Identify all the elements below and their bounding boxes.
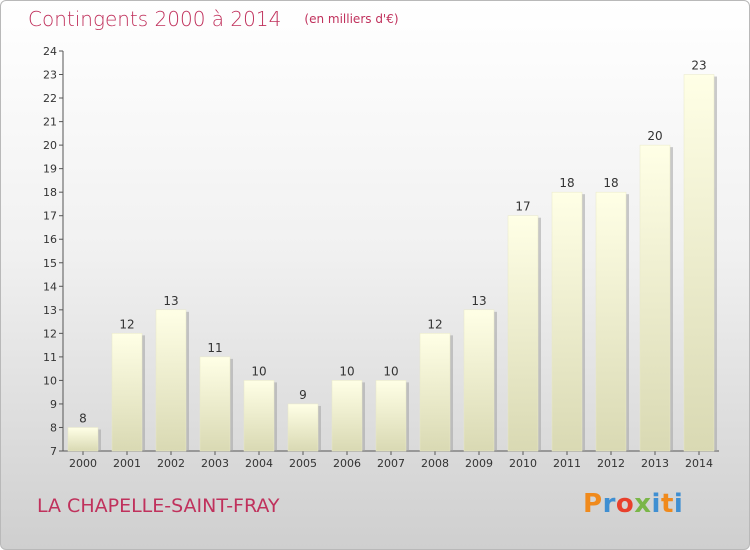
value-label: 17 [515,200,530,214]
y-tick-label: 15 [43,257,57,270]
x-tick-label: 2001 [113,457,141,470]
value-label: 13 [163,294,178,308]
y-tick-label: 24 [43,45,57,58]
value-label: 12 [427,317,442,331]
y-tick-label: 7 [50,445,57,458]
bar-2002 [155,309,187,452]
logo-letter: i [673,489,684,519]
x-tick-label: 2014 [685,457,713,470]
y-tick-label: 22 [43,92,57,105]
bar-2001 [111,333,143,452]
x-tick-label: 2011 [553,457,581,470]
x-tick-label: 2009 [465,457,493,470]
bar-2011 [551,191,583,452]
y-tick-label: 16 [43,233,57,246]
logo-letter: x [634,489,652,519]
y-tick-label: 8 [50,421,57,434]
y-tick-label: 13 [43,304,57,317]
y-tick-label: 11 [43,351,57,364]
bar-2005 [287,403,319,452]
commune-name: LA CHAPELLE-SAINT-FRAY [37,495,280,517]
value-label: 18 [559,176,574,190]
title-block: Contingents 2000 à 2014 (en milliers d'€… [28,7,399,31]
value-label: 12 [119,317,134,331]
value-label: 10 [251,364,266,378]
x-tick-label: 2008 [421,457,449,470]
x-tick-label: 2000 [69,457,97,470]
y-tick-label: 10 [43,374,57,387]
bar-2004 [243,380,275,452]
bar-2009 [463,309,495,452]
value-label: 10 [383,364,398,378]
x-tick-label: 2007 [377,457,405,470]
bar-2012 [595,191,627,452]
bar-2008 [419,333,451,452]
y-tick-label: 17 [43,210,57,223]
x-tick-label: 2003 [201,457,229,470]
y-tick-label: 20 [43,139,57,152]
bar-2003 [199,356,231,452]
value-label: 9 [299,388,307,402]
value-label: 20 [647,129,662,143]
y-tick-label: 19 [43,163,57,176]
value-label: 13 [471,294,486,308]
y-tick-label: 21 [43,116,57,129]
x-tick-label: 2004 [245,457,273,470]
bars: 8 12 13 11 10 9 10 10 12 13 17 18 18 20 23 [67,59,717,452]
bar-2013 [639,144,671,452]
logo-letter: r [602,489,616,519]
y-tick-label: 14 [43,280,57,293]
chart-title: Contingents 2000 à 2014 [28,7,282,31]
bar-2014 [683,74,715,452]
bar-2000 [67,427,99,452]
y-tick-label: 12 [43,327,57,340]
proxiti-logo[interactable]: Proxiti [583,489,683,519]
value-label: 23 [691,59,706,73]
value-label: 10 [339,364,354,378]
x-tick-label: 2006 [333,457,361,470]
bar-2006 [331,380,363,452]
x-tick-label: 2010 [509,457,537,470]
y-tick-label: 23 [43,69,57,82]
chart-subtitle: (en milliers d'€) [304,12,399,26]
bar-2010 [507,215,539,452]
x-tick-label: 2013 [641,457,669,470]
y-tick-label: 18 [43,186,57,199]
logo-letter: t [660,489,674,519]
bar-2007 [375,380,407,452]
logo-letter: P [583,489,603,519]
axes: 7 8 9 10 11 12 13 14 15 16 17 18 19 20 21 22 23 24 2000 200… [43,45,719,470]
logo-letter: i [651,489,661,519]
x-tick-label: 2005 [289,457,317,470]
x-tick-label: 2012 [597,457,625,470]
y-tick-label: 9 [50,398,57,411]
value-label: 11 [207,341,222,355]
logo-letter: o [615,489,635,519]
x-tick-label: 2002 [157,457,185,470]
value-label: 18 [603,176,618,190]
value-label: 8 [79,411,87,425]
